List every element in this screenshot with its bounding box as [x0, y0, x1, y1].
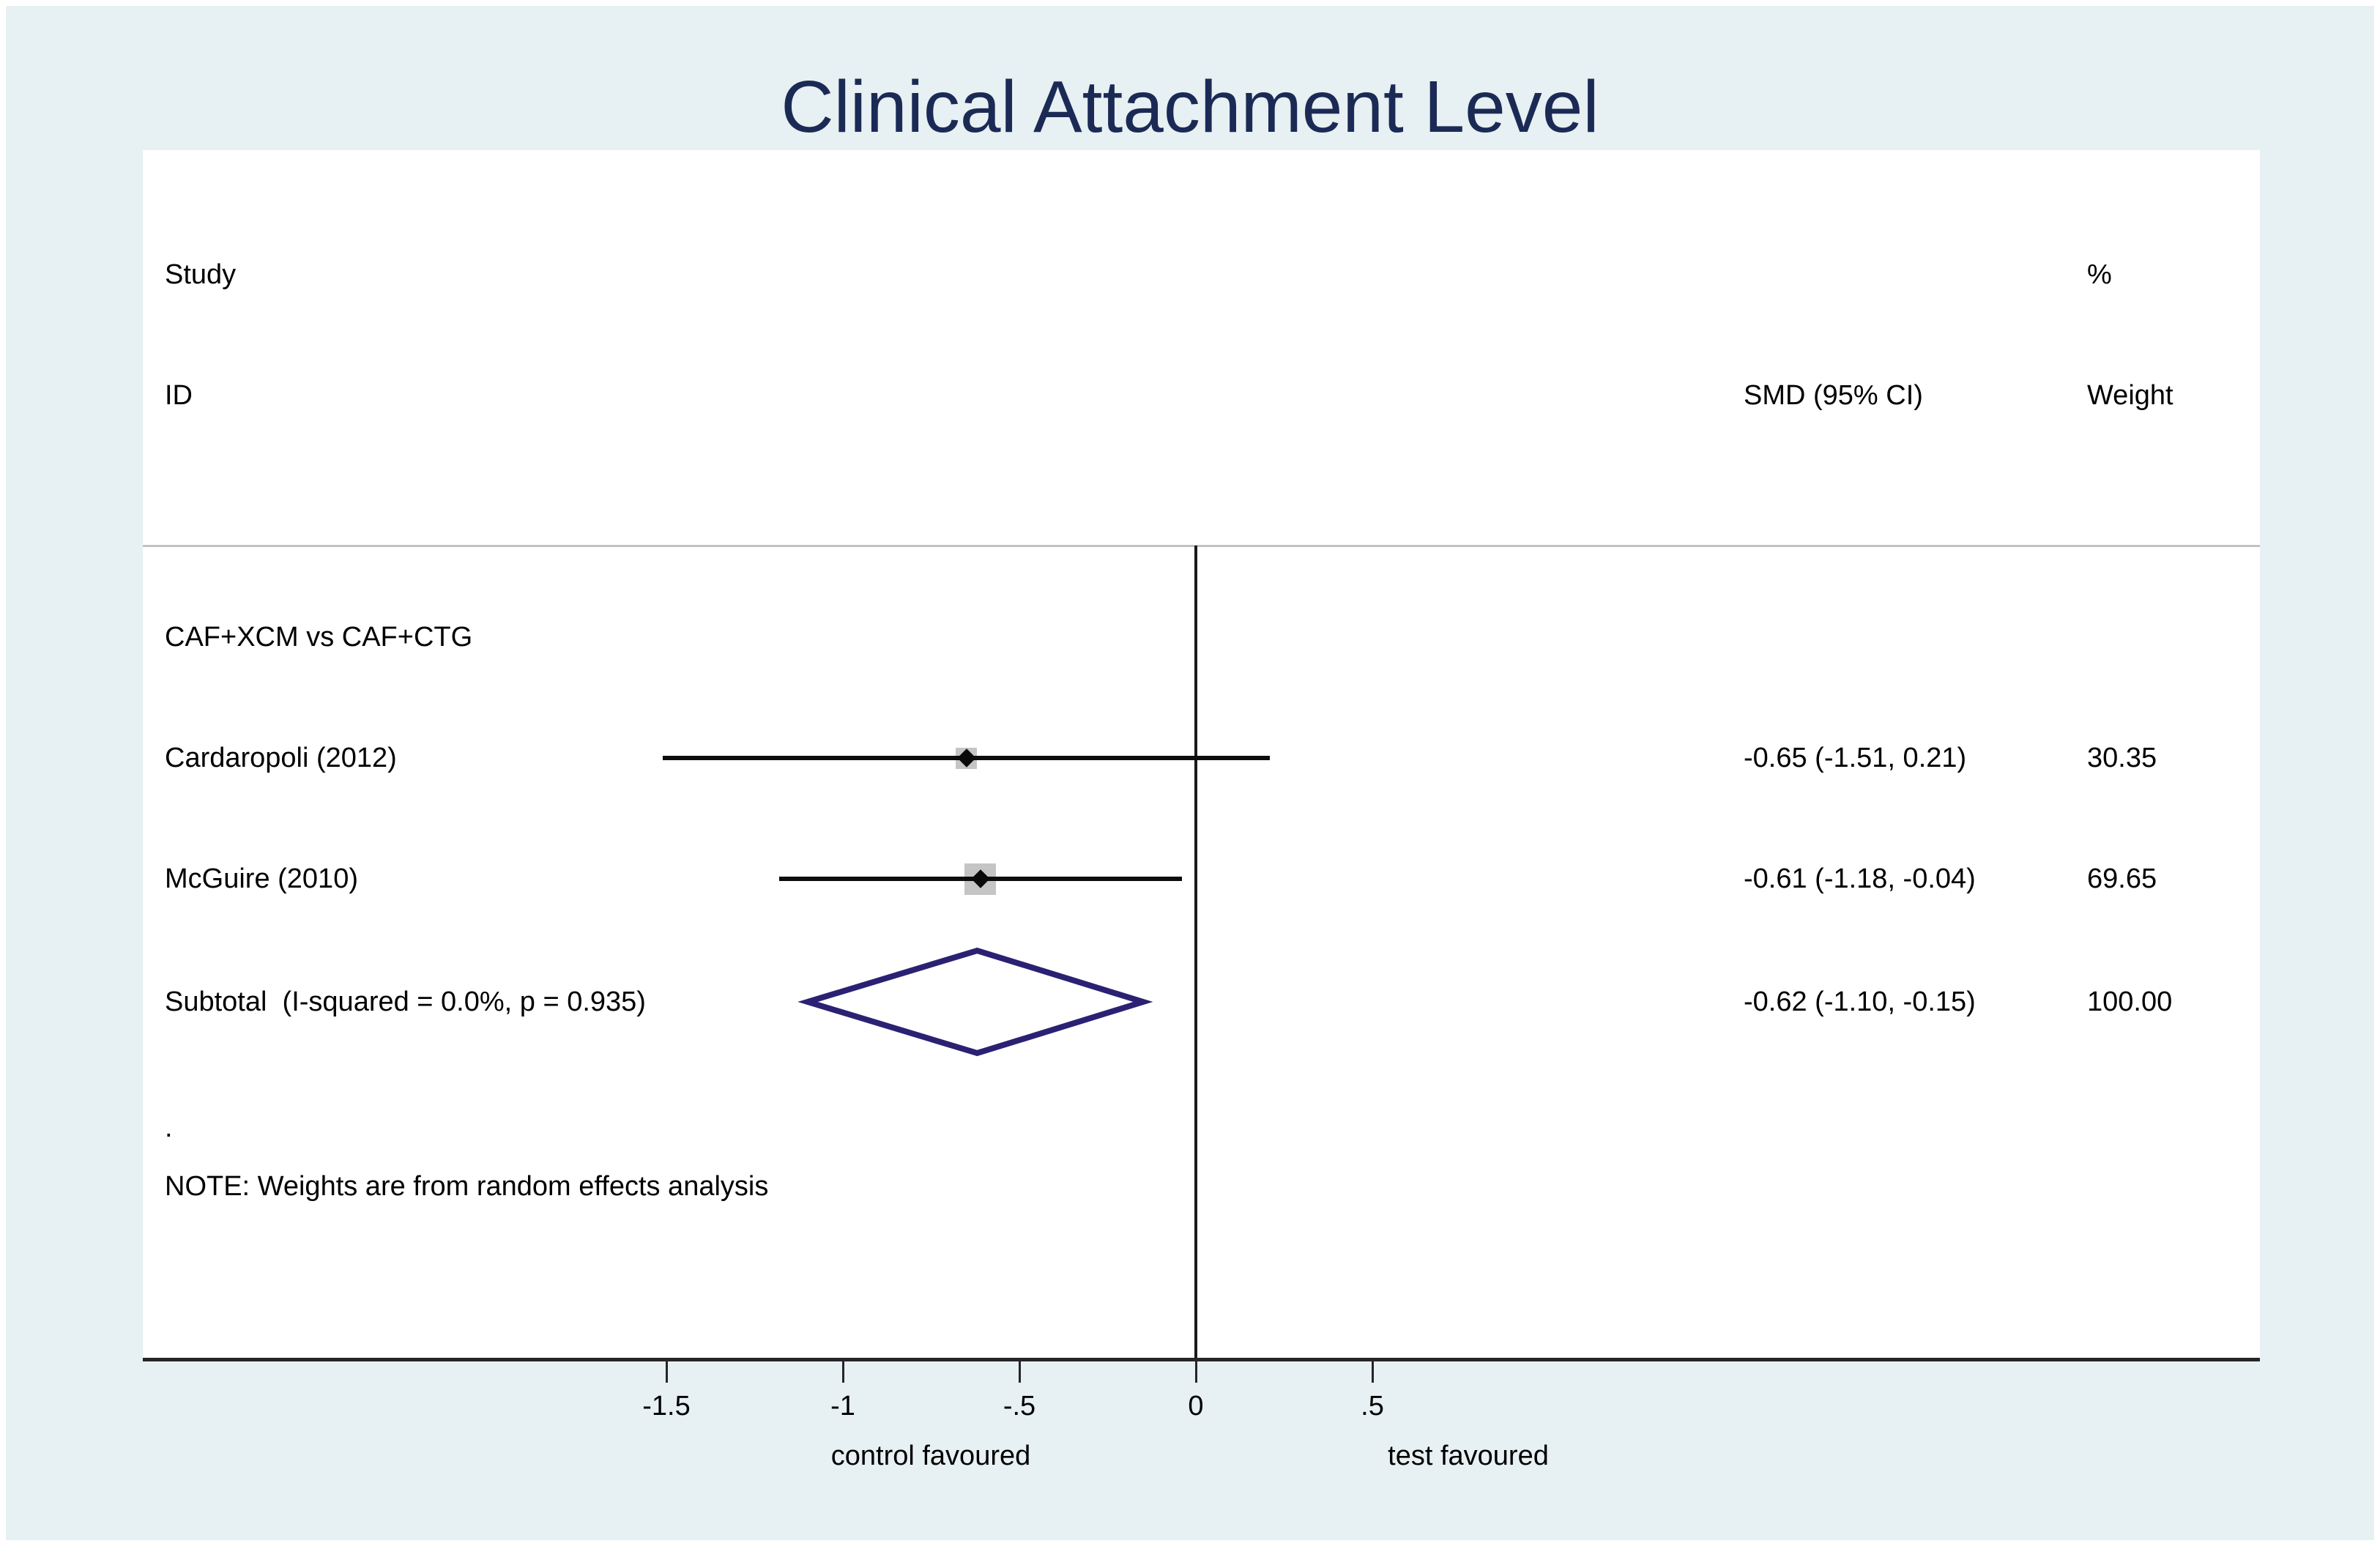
overall-dot-row: .	[165, 1112, 173, 1143]
axis-label-test-favoured: test favoured	[1388, 1441, 1549, 1471]
subtotal-diamond	[797, 947, 1153, 1057]
x-axis-tick	[1018, 1361, 1021, 1383]
axis-label-control-favoured: control favoured	[830, 1441, 1031, 1471]
study-row-label: McGuire (2010)	[165, 863, 358, 894]
x-axis-tick-label: -1	[830, 1391, 855, 1421]
x-axis-tick-label: 0	[1188, 1391, 1204, 1421]
study-smd-ci-value: -0.65 (-1.51, 0.21)	[1744, 743, 1967, 773]
zero-reference-line	[1194, 546, 1197, 1361]
study-weight-value: 69.65	[2087, 863, 2157, 894]
header-separator-line	[143, 544, 2260, 547]
study-weight-value: 30.35	[2087, 743, 2157, 773]
plot-area	[143, 150, 2260, 1361]
group-label: CAF+XCM vs CAF+CTG	[165, 622, 473, 653]
x-axis-tick	[841, 1361, 844, 1383]
column-header-smd-ci: SMD (95% CI)	[1744, 380, 1923, 411]
x-axis-tick	[1194, 1361, 1197, 1383]
subtotal-diamond-shape	[797, 947, 1153, 1057]
column-header-weight: Weight	[2087, 380, 2173, 411]
subtotal-smd-ci-value: -0.62 (-1.10, -0.15)	[1744, 986, 1976, 1017]
subtotal-label: Subtotal (I-squared = 0.0%, p = 0.935)	[165, 986, 646, 1017]
chart-title: Clinical Attachment Level	[781, 66, 1599, 148]
x-axis-tick	[1371, 1361, 1374, 1383]
column-header-id: ID	[165, 380, 193, 411]
plot-overlay: Study ID% SMD (95% CI) Weight CAF+XCM vs CAF…	[6, 6, 2374, 1540]
subtotal-weight-value: 100.00	[2087, 986, 2173, 1017]
study-row-label: Cardaropoli (2012)	[165, 743, 397, 773]
x-axis-tick-label: -.5	[1003, 1391, 1036, 1421]
random-effects-note: NOTE: Weights are from random effects an…	[165, 1171, 769, 1202]
chart-canvas: Clinical Attachment Level Study ID% SMD (9…	[6, 6, 2374, 1540]
column-header-percent: %	[2087, 259, 2112, 290]
x-axis-tick-label: .5	[1361, 1391, 1384, 1421]
x-axis-line	[143, 1358, 2260, 1361]
x-axis-tick	[665, 1361, 668, 1383]
study-smd-ci-value: -0.61 (-1.18, -0.04)	[1744, 863, 1976, 894]
x-axis-tick-label: -1.5	[642, 1391, 691, 1421]
column-header-study: Study	[165, 259, 237, 290]
